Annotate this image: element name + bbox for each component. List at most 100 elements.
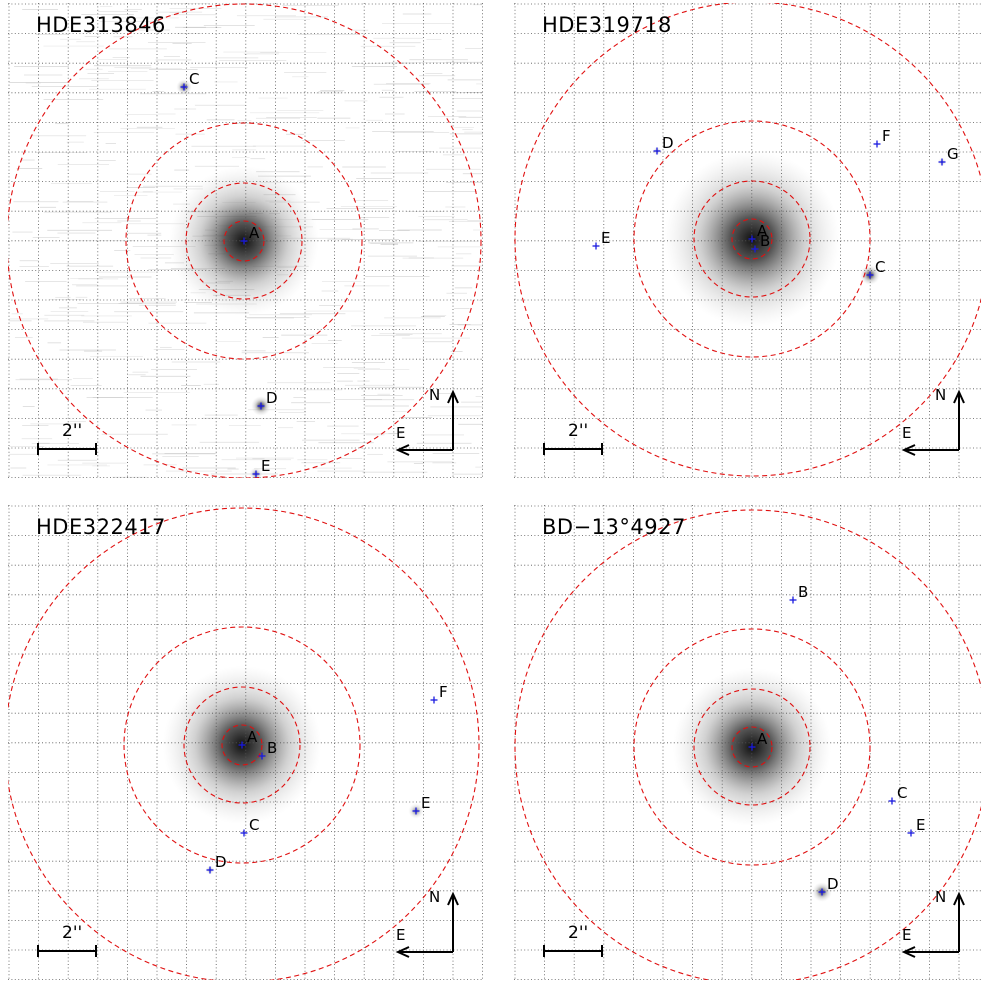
grid xyxy=(8,3,483,478)
panel-image xyxy=(514,505,981,980)
scale-bar-label: 2'' xyxy=(62,923,83,943)
star-label-c: C xyxy=(875,258,886,276)
noise-texture xyxy=(8,3,483,478)
scale-bar xyxy=(37,945,97,957)
radius-circle xyxy=(123,626,361,864)
radius-circle xyxy=(633,120,871,358)
radius-circle xyxy=(125,122,363,360)
star-marker-f xyxy=(873,140,881,148)
star-label-d: D xyxy=(215,853,227,871)
star-label-d: D xyxy=(266,389,278,407)
compass-east-label: E xyxy=(902,926,912,944)
radius-circles xyxy=(514,3,981,477)
panel-title: HDE322417 xyxy=(36,515,166,539)
radius-circle xyxy=(8,507,480,980)
grid xyxy=(514,505,981,980)
radius-circle xyxy=(633,628,871,866)
panel-title: BD−13°4927 xyxy=(542,515,686,539)
star-label-b: B xyxy=(760,232,771,250)
compass-north-label: N xyxy=(935,386,947,404)
scale-bar xyxy=(543,443,603,455)
scale-bar-label: 2'' xyxy=(62,421,83,441)
star-label-e: E xyxy=(261,457,271,475)
star-marker-d xyxy=(257,402,265,410)
grid xyxy=(514,3,981,478)
star-marker-a xyxy=(240,237,248,245)
radius-circles xyxy=(8,3,482,478)
star-marker-c xyxy=(866,271,874,279)
star-label-e: E xyxy=(421,794,431,812)
panel-hde313846: HDE313846 2'' N E A C D E xyxy=(8,3,483,478)
star-label-a: A xyxy=(757,730,768,748)
star-marker-d xyxy=(653,147,661,155)
compass-north-label: N xyxy=(935,888,947,906)
star-label-a: A xyxy=(757,222,768,240)
panel-image xyxy=(514,3,981,478)
star-label-f: F xyxy=(439,683,448,701)
radius-circle xyxy=(731,218,773,260)
compass-east-label: E xyxy=(902,424,912,442)
star-marker-b xyxy=(789,596,797,604)
star-markers xyxy=(180,83,265,478)
star-marker-a xyxy=(748,743,756,751)
panel-title: HDE319718 xyxy=(542,13,672,37)
compass-east-label: E xyxy=(396,424,406,442)
panel-bd-13-4927: BD−13°4927 2'' N E A B C D E xyxy=(514,505,981,980)
compass-arrows xyxy=(901,891,965,958)
star-label-g: G xyxy=(947,145,959,163)
star-marker-c xyxy=(180,83,188,91)
star-label-d: D xyxy=(827,875,839,893)
compass-east-label: E xyxy=(396,926,406,944)
scale-bar-label: 2'' xyxy=(568,923,589,943)
panel-image xyxy=(8,3,483,478)
star-marker-e xyxy=(907,829,915,837)
radius-circles xyxy=(514,509,981,980)
star-marker-a xyxy=(238,741,246,749)
star-marker-f xyxy=(430,696,438,704)
star-marker-b xyxy=(751,245,759,253)
compass-arrows xyxy=(395,389,459,456)
star-label-b: B xyxy=(798,583,809,601)
compass-north-label: N xyxy=(429,888,441,906)
scale-bar xyxy=(543,945,603,957)
star-marker-e xyxy=(252,470,260,478)
star-label-d: D xyxy=(662,134,674,152)
radius-circle xyxy=(514,509,981,980)
star-label-e: E xyxy=(601,229,611,247)
star-marker-g xyxy=(938,158,946,166)
star-label-c: C xyxy=(249,816,260,834)
star-markers xyxy=(206,696,438,874)
compass-north-label: N xyxy=(429,386,441,404)
radius-circle xyxy=(731,726,773,768)
star-glows xyxy=(162,665,424,875)
star-label-b: B xyxy=(267,739,278,757)
star-glows xyxy=(672,667,832,902)
star-label-c: C xyxy=(189,70,200,88)
star-label-c: C xyxy=(897,784,908,802)
star-label-a: A xyxy=(247,728,258,746)
star-label-a: A xyxy=(249,224,260,242)
radius-circle xyxy=(8,3,482,478)
star-marker-b xyxy=(258,752,266,760)
radius-circle xyxy=(693,688,811,806)
radius-circle xyxy=(223,220,265,262)
radius-circles xyxy=(8,507,480,980)
compass-arrows xyxy=(901,389,965,456)
compass-arrows xyxy=(395,891,459,958)
star-marker-e xyxy=(592,242,600,250)
star-marker-c xyxy=(240,829,248,837)
star-marker-c xyxy=(888,797,896,805)
star-marker-d xyxy=(206,866,214,874)
panel-title: HDE313846 xyxy=(36,13,166,37)
radius-circle xyxy=(183,686,301,804)
radius-circle xyxy=(185,182,303,300)
star-markers xyxy=(592,140,946,279)
star-label-f: F xyxy=(882,127,891,145)
scale-bar xyxy=(37,443,97,455)
radius-circle xyxy=(221,724,263,766)
radius-circle xyxy=(514,3,981,477)
star-label-e: E xyxy=(916,816,926,834)
star-marker-e xyxy=(412,807,420,815)
